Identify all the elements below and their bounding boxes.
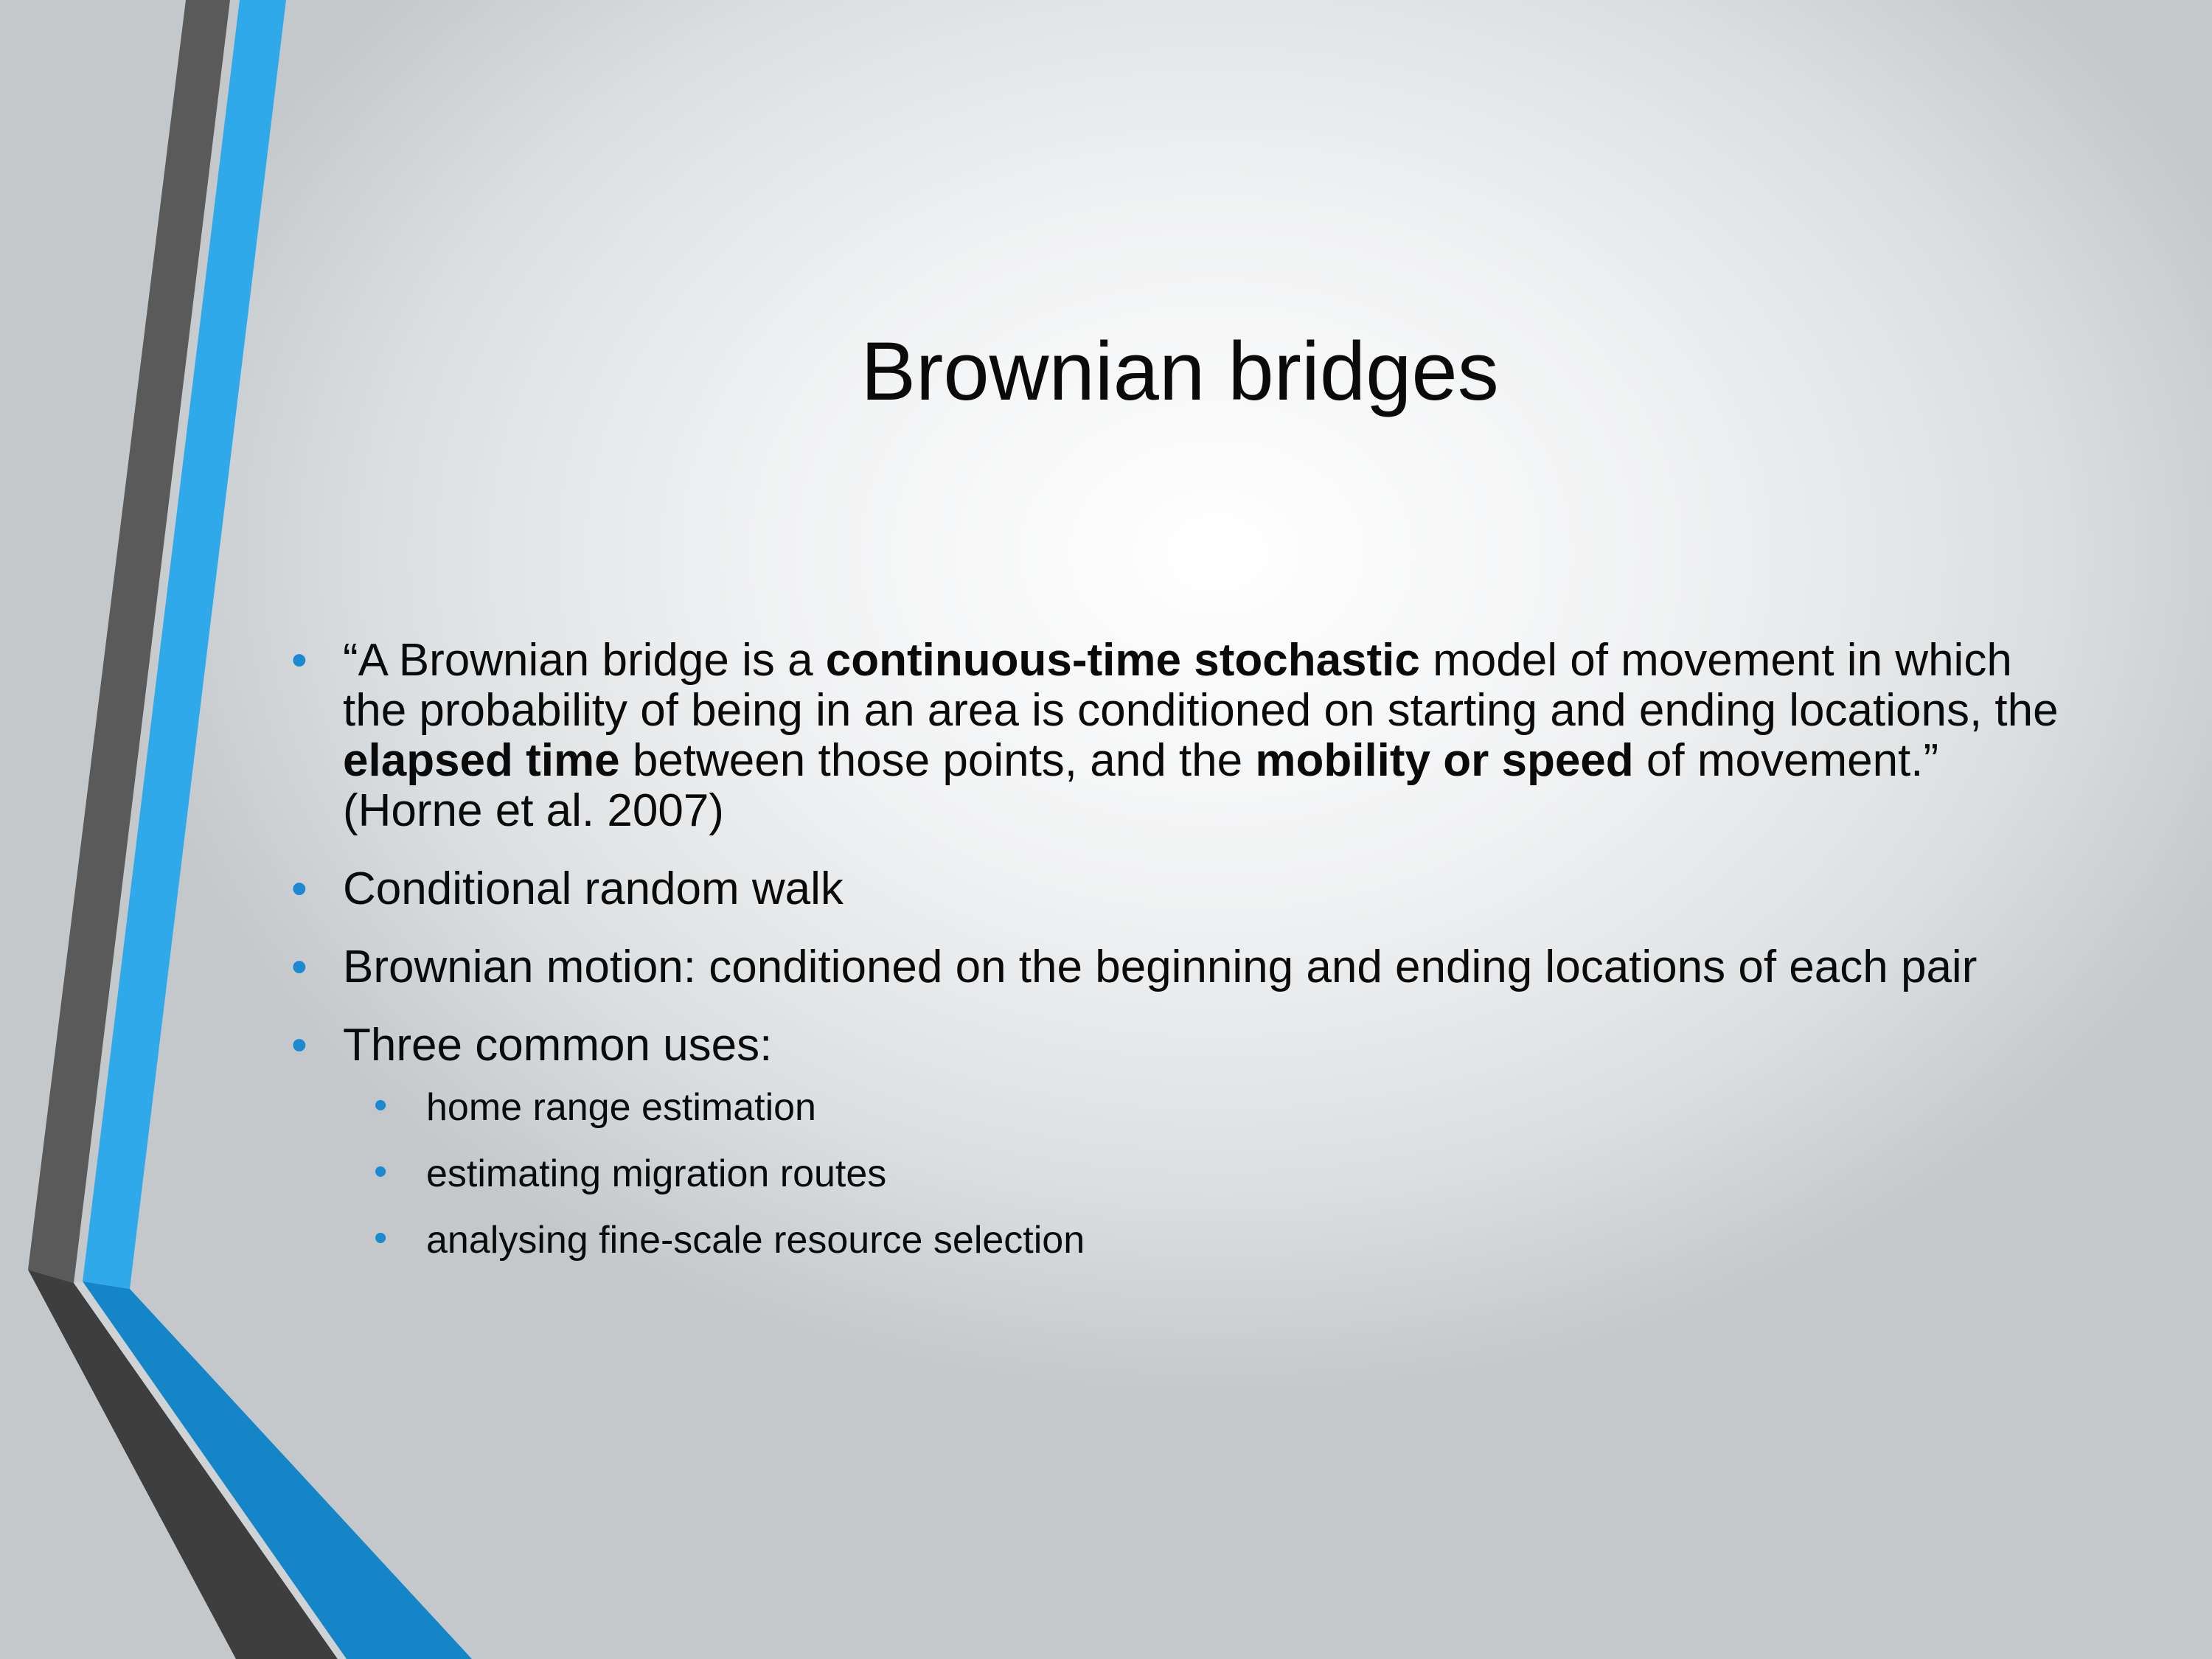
- blue-stripe-upper: [83, 0, 286, 1289]
- gray-stripe-lower: [28, 1270, 338, 1659]
- bullet-text: Conditional random walk: [343, 863, 844, 914]
- slide-title: Brownian bridges: [860, 325, 1499, 417]
- bullet-item: • Brownian motion: conditioned on the be…: [291, 942, 2076, 992]
- bold-term: continuous-time stochastic: [825, 635, 1420, 686]
- bullet-item: • “A Brownian bridge is a continuous-tim…: [291, 636, 2076, 836]
- bold-term: mobility or speed: [1255, 735, 1634, 786]
- sub-bullet-text: home range estimation: [426, 1086, 816, 1129]
- bullet-dot-icon: •: [291, 1020, 307, 1071]
- sub-bullet-list: • home range estimation • estimating mig…: [291, 1085, 2076, 1262]
- bullet-item: • Three common uses:: [291, 1020, 2076, 1071]
- bullet-item: • Conditional random walk: [291, 864, 2076, 914]
- sub-bullet-text: estimating migration routes: [426, 1152, 887, 1195]
- bullet-dot-icon: •: [291, 635, 307, 686]
- sub-bullet-item: • home range estimation: [291, 1085, 2076, 1130]
- sub-bullet-item: • estimating migration routes: [291, 1152, 2076, 1196]
- bullet-text: Three common uses:: [343, 1020, 773, 1071]
- sub-bullet-text: analysing fine-scale resource selection: [426, 1219, 1085, 1262]
- sub-bullet-item: • analysing fine-scale resource selectio…: [291, 1218, 2076, 1262]
- gray-stripe-upper: [28, 0, 230, 1283]
- bullet-list: • “A Brownian bridge is a continuous-tim…: [291, 636, 2076, 1284]
- sub-bullet-dot-icon: •: [374, 1084, 388, 1127]
- sub-bullet-dot-icon: •: [374, 1150, 388, 1193]
- bullet-text: “A Brownian bridge is a continuous-time …: [343, 635, 2059, 836]
- bold-term: elapsed time: [343, 735, 620, 786]
- bullet-dot-icon: •: [291, 863, 307, 914]
- sub-bullet-dot-icon: •: [374, 1217, 388, 1259]
- bullet-text: Brownian motion: conditioned on the begi…: [343, 942, 1978, 992]
- stripe-separator: [74, 1281, 347, 1659]
- blue-stripe-lower: [83, 1281, 472, 1659]
- bullet-dot-icon: •: [291, 942, 307, 992]
